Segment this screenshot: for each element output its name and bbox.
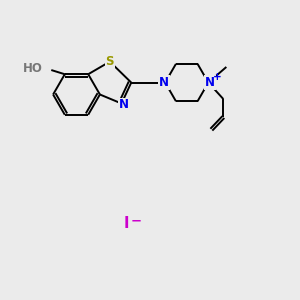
- Text: N: N: [205, 76, 215, 89]
- Text: +: +: [213, 72, 222, 82]
- Text: HO: HO: [22, 62, 42, 75]
- Text: N: N: [119, 98, 129, 112]
- Text: I: I: [123, 216, 129, 231]
- Text: −: −: [131, 215, 142, 228]
- Text: N: N: [159, 76, 169, 89]
- Text: S: S: [106, 55, 114, 68]
